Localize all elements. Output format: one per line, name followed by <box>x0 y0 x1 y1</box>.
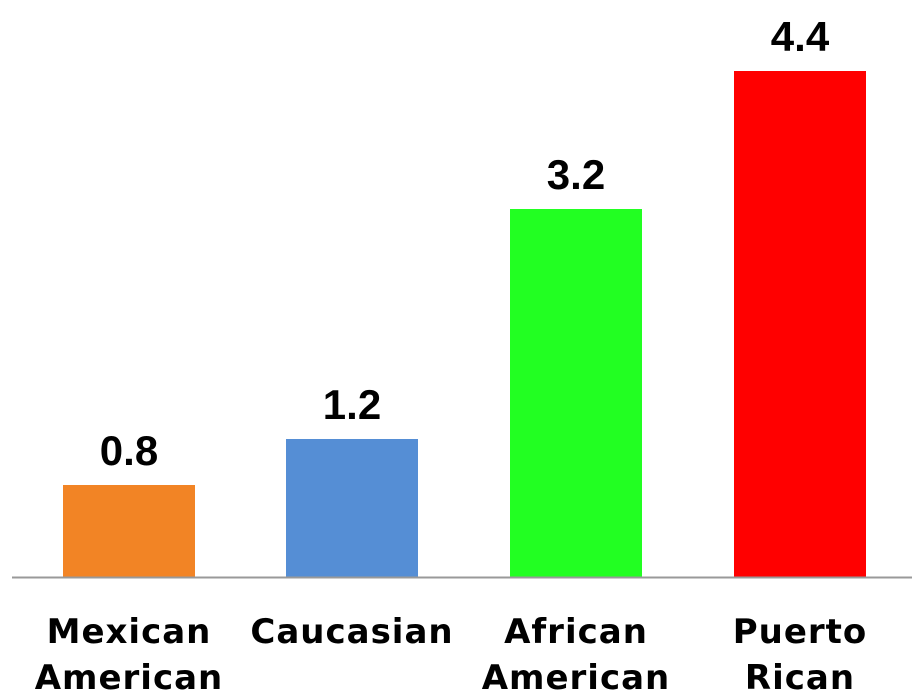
bar <box>63 485 195 577</box>
category-tick-label: African <box>504 612 648 652</box>
category-labels-group: Mexican American Caucasian African American P… <box>35 612 868 698</box>
bar-value-label: 0.8 <box>100 427 158 474</box>
category-tick-label: Puerto <box>733 612 868 652</box>
category-tick-label: Caucasian <box>250 612 453 652</box>
category-tick-label: American <box>35 658 224 698</box>
bar <box>286 439 418 577</box>
value-labels-group: 0.8 1.2 3.2 4.4 <box>100 13 830 474</box>
category-tick-label: Mexican <box>47 612 212 652</box>
category-tick-label: Rican <box>745 658 855 698</box>
bar-value-label: 1.2 <box>323 381 381 428</box>
bar-value-label: 3.2 <box>547 151 605 198</box>
bar <box>510 209 642 577</box>
category-tick-label: American <box>482 658 671 698</box>
bar-value-label: 4.4 <box>771 13 830 60</box>
bar <box>734 71 866 577</box>
bars-group <box>63 71 866 577</box>
